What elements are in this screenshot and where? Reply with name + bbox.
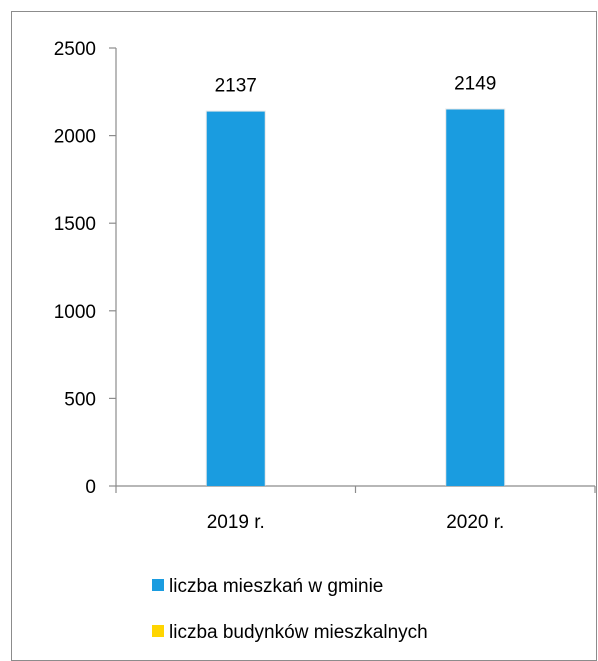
- y-tick-label: 2500: [54, 39, 96, 60]
- data-label: 2137: [215, 76, 257, 97]
- legend-swatch: [152, 579, 164, 591]
- y-tick-label: 500: [64, 389, 96, 410]
- y-tick-label: 1500: [54, 214, 96, 235]
- chart-labels: 2137 2019 r. 2149 2020 r.: [207, 73, 505, 533]
- x-tick-label: 2019 r.: [207, 512, 265, 533]
- chart-axes: 0 500 1000 1500 2000 2500: [54, 39, 596, 498]
- data-label: 2149: [454, 73, 496, 94]
- y-tick-label: 2000: [54, 127, 96, 148]
- legend-swatch: [152, 625, 164, 637]
- bar: [206, 111, 265, 487]
- chart-legend: liczba mieszkań w gminie liczba budynków …: [152, 576, 428, 643]
- bar: [446, 109, 505, 486]
- x-tick-label: 2020 r.: [446, 512, 504, 533]
- y-tick-label: 0: [85, 477, 96, 498]
- legend-label: liczba mieszkań w gminie: [169, 576, 383, 597]
- chart-bars: [205, 108, 506, 487]
- legend-label: liczba budynków mieszkalnych: [169, 622, 428, 643]
- y-tick-label: 1000: [54, 302, 96, 323]
